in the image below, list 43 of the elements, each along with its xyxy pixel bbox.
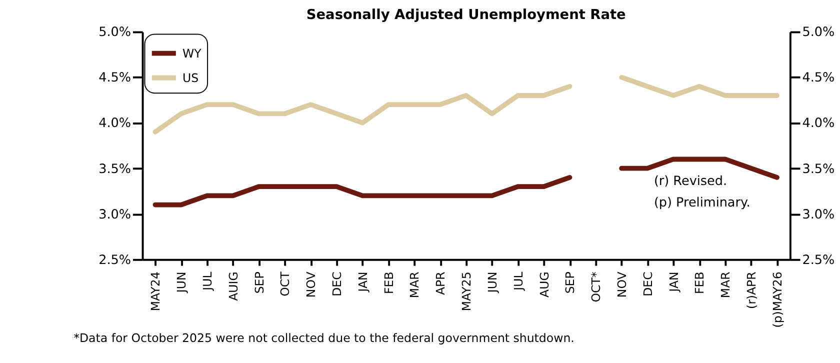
x-tick-label: MAY24: [148, 272, 163, 312]
y-tick-label: 2.5%: [98, 252, 132, 268]
legend-label: US: [182, 70, 199, 85]
y-tick-label: 4.5%: [98, 70, 132, 86]
x-tick-label: SEP: [252, 272, 266, 294]
x-tick-label: NOV: [614, 272, 629, 298]
y-tick-label: 3.5%: [98, 162, 132, 177]
x-tick-label: JAN: [356, 272, 370, 293]
x-tick-label: (p)MAY26: [770, 272, 784, 328]
y-tick-label: 3.0%: [98, 207, 132, 222]
x-tick-label: JUN: [174, 272, 189, 294]
x-tick-label: DEC: [330, 272, 344, 296]
x-tick-label: JAN: [666, 272, 681, 293]
x-tick-label: JUL: [511, 271, 526, 292]
x-tick-label: MAY25: [460, 272, 474, 312]
y-tick-label: 5.0%: [98, 25, 132, 40]
x-tick-label: JUL: [200, 271, 214, 292]
y2-tick-label: 2.5%: [802, 252, 835, 268]
x-tick-label: AUIG: [226, 272, 240, 301]
x-tick-label: MAR: [718, 272, 733, 298]
annotation: (p) Preliminary.: [654, 195, 750, 210]
x-tick-label: NOV: [304, 272, 318, 298]
x-tick-label: AUG: [537, 272, 552, 298]
x-tick-label: OCT*: [589, 272, 604, 302]
x-tick-label: JUN: [485, 272, 500, 294]
x-tick-label: DEC: [640, 272, 655, 296]
annotation: (r) Revised.: [654, 174, 728, 189]
x-tick-label: OCT: [278, 270, 292, 296]
x-tick-label: FEB: [692, 272, 707, 294]
x-tick-label: SEP: [563, 272, 578, 294]
legend-label: WY: [182, 46, 202, 60]
y2-tick-label: 4.5%: [802, 70, 835, 86]
chart-title: Seasonally Adjusted Unemployment Rate: [306, 6, 626, 23]
y2-tick-label: 3.0%: [802, 207, 835, 222]
x-tick-label: APR: [434, 272, 448, 296]
x-tick-label: MAR: [408, 272, 422, 298]
y2-tick-label: 5.0%: [802, 25, 835, 40]
x-tick-label: (r)APR: [744, 272, 759, 310]
text: *Data for October 2025 were not collected due to the federal government shutdown.: [74, 330, 574, 345]
y2-tick-label: 3.5%: [802, 162, 835, 177]
y-tick-label: 4.0%: [98, 116, 132, 132]
x-tick-label: FEB: [382, 272, 396, 294]
y2-tick-label: 4.0%: [802, 116, 835, 132]
